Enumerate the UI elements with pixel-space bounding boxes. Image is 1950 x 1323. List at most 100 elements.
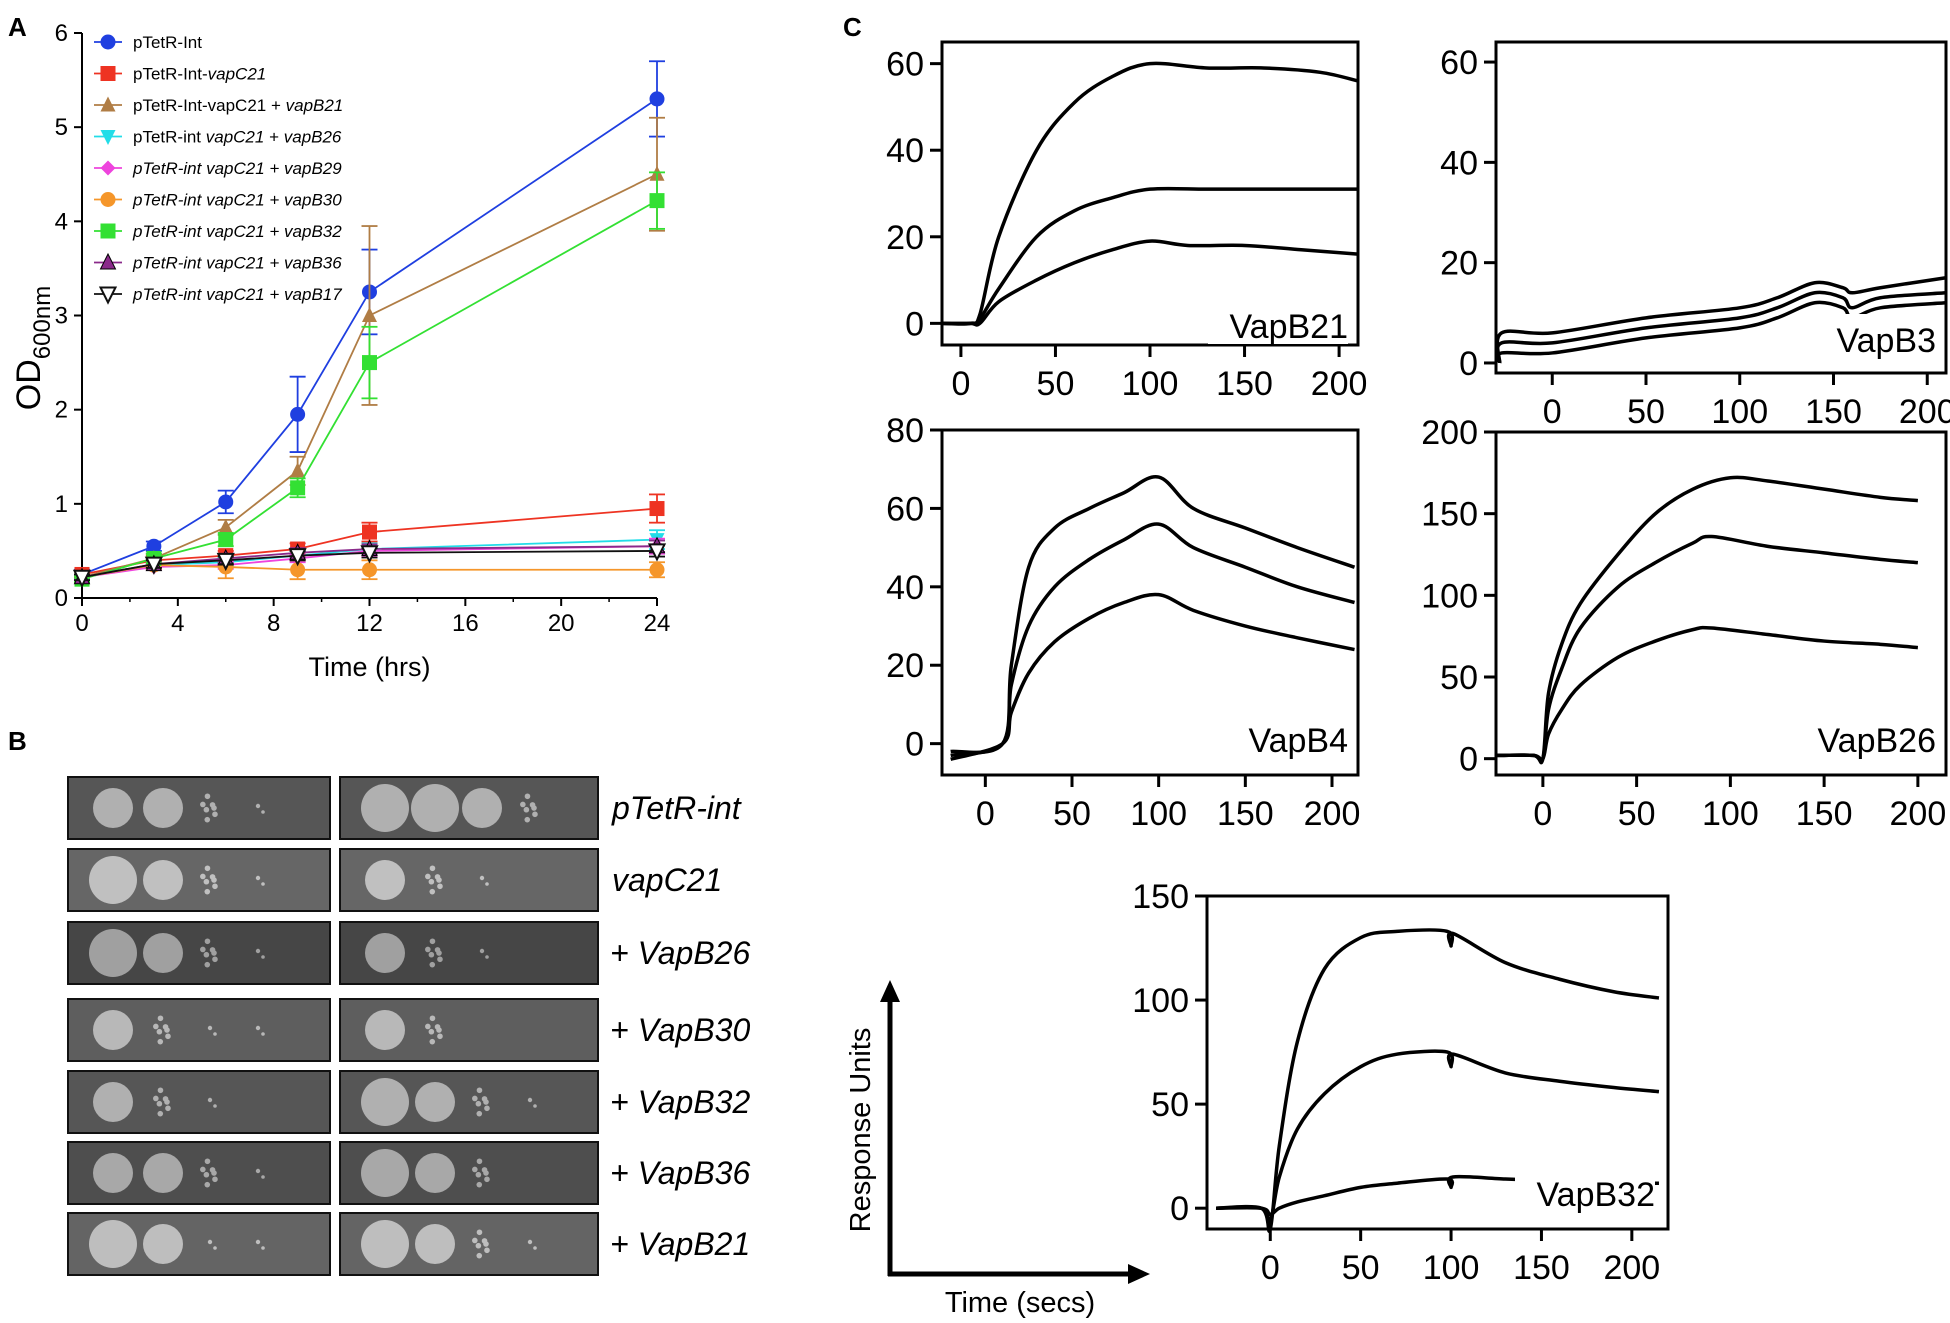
x-tick-label: 150 xyxy=(1796,795,1853,833)
colony-spot xyxy=(93,1082,133,1122)
colony-spot xyxy=(93,1010,133,1050)
series-line xyxy=(81,98,658,576)
legend-marker xyxy=(100,66,116,81)
colony-dot xyxy=(204,816,211,823)
colony-dot xyxy=(200,1166,206,1173)
legend-label-part: vapC21 xyxy=(206,128,265,147)
colony-spot xyxy=(89,856,137,904)
legend-marker xyxy=(100,160,116,176)
y-tick-label: 0 xyxy=(55,585,68,612)
colony-dot xyxy=(255,1168,261,1174)
y-tick-label: 20 xyxy=(1440,245,1478,283)
x-tick-label: 8 xyxy=(267,610,280,637)
data-point xyxy=(216,552,235,572)
data-point xyxy=(218,532,234,548)
data-point xyxy=(647,543,667,562)
colony-dot xyxy=(533,1104,537,1108)
colony-dot xyxy=(204,793,211,800)
colony-dot xyxy=(207,1025,213,1031)
data-point xyxy=(649,91,665,107)
spot-row: pTetR-int xyxy=(67,776,742,840)
y-tick-label: 3 xyxy=(55,303,68,330)
x-tick-label: 100 xyxy=(1130,795,1187,833)
colony-dot xyxy=(524,816,531,823)
legend-label-part: pTetR-Int-vapC21 + xyxy=(133,96,286,115)
colony-dot xyxy=(207,1239,213,1245)
data-point xyxy=(290,406,306,422)
colony-dot xyxy=(529,802,536,808)
y-tick-label: 5 xyxy=(55,114,68,141)
colony-dot xyxy=(212,883,218,890)
spot-row: + VapB26 xyxy=(67,921,750,985)
colony-spot xyxy=(143,788,183,828)
colony-dot xyxy=(484,1176,490,1183)
x-tick-label: 50 xyxy=(1627,393,1665,431)
y-tick-label: 60 xyxy=(886,46,924,84)
spr-chart-vapb3: 0 20 40 60 0 50 100 150 200 VapB3 xyxy=(1440,40,1950,431)
colony-dot xyxy=(472,1166,478,1173)
colony-dot xyxy=(157,1110,164,1117)
x-tick-label: 150 xyxy=(1513,1249,1570,1287)
arrowhead-right-icon xyxy=(1128,1264,1150,1284)
colony-dot xyxy=(204,888,211,895)
colony-dot xyxy=(532,811,538,818)
x-axis-label: Time (hrs) xyxy=(309,652,431,682)
colony-dot xyxy=(212,811,218,818)
data-point xyxy=(362,307,377,322)
data-point xyxy=(649,193,665,209)
legend-label-part: pTetR-int vapC21 + vapB36 xyxy=(132,254,342,273)
spot-row-label: + VapB36 xyxy=(610,1155,750,1191)
colony-dot xyxy=(520,801,526,808)
colony-spot xyxy=(361,1149,409,1197)
spr-chart-vapb4: 0 20 40 60 80 0 50 100 150 200 VapB4 xyxy=(886,412,1360,833)
colony-spot xyxy=(361,784,409,832)
legend-item: pTetR-int vapC21 + vapB29 xyxy=(94,159,342,178)
legend-label-part: pTetR-Int xyxy=(133,33,202,52)
series-line xyxy=(81,550,658,579)
x-tick-label: 20 xyxy=(548,610,575,637)
colony-dot xyxy=(437,883,443,890)
colony-dot xyxy=(200,873,206,880)
data-point xyxy=(360,545,379,564)
sensorgram-curve xyxy=(1495,275,1947,364)
x-tick-label: 50 xyxy=(1037,365,1075,403)
x-tick-label: 0 xyxy=(976,795,995,833)
legend-label-part: + xyxy=(264,128,283,147)
colony-dot xyxy=(212,1176,218,1183)
colony-dot xyxy=(261,1032,265,1036)
colony-spot xyxy=(365,860,405,900)
colony-spot xyxy=(143,1224,183,1264)
x-tick-label: 200 xyxy=(1890,795,1947,833)
series-line xyxy=(81,199,658,581)
chart-name-label: VapB26 xyxy=(1818,722,1936,760)
colony-dot xyxy=(162,1024,169,1030)
spot-row-label: vapC21 xyxy=(612,862,722,898)
colony-dot xyxy=(434,947,441,953)
legend-marker xyxy=(100,34,116,50)
colony-dot xyxy=(157,1038,164,1045)
panel-label-b: B xyxy=(8,726,27,756)
colony-dot xyxy=(437,1033,443,1040)
legend-item: pTetR-int vapC21 + vapB36 xyxy=(94,252,342,273)
data-point xyxy=(290,480,306,496)
colony-dot xyxy=(162,1096,169,1102)
y-tick-label: 0 xyxy=(1459,741,1478,779)
y-tick-label: 0 xyxy=(905,726,924,764)
x-tick-label: 150 xyxy=(1217,795,1274,833)
name-bg xyxy=(1208,300,1348,344)
colony-dot xyxy=(476,1229,483,1236)
colony-spot xyxy=(462,788,502,828)
colony-dot xyxy=(475,1242,482,1249)
y-tick-label: 60 xyxy=(886,490,924,528)
name-bg xyxy=(1515,1168,1655,1212)
y-tick-label: 40 xyxy=(886,569,924,607)
name-bg xyxy=(1796,714,1936,758)
colony-dot xyxy=(204,1158,211,1165)
data-point xyxy=(144,556,163,575)
x-tick-label: 150 xyxy=(1216,365,1273,403)
colony-spot xyxy=(415,1153,455,1193)
legend-label: pTetR-int vapC21 + vapB26 xyxy=(133,128,342,147)
legend-item: pTetR-int vapC21 + vapB17 xyxy=(94,285,342,305)
colony-spot xyxy=(361,1078,409,1126)
colony-dot xyxy=(200,946,206,953)
